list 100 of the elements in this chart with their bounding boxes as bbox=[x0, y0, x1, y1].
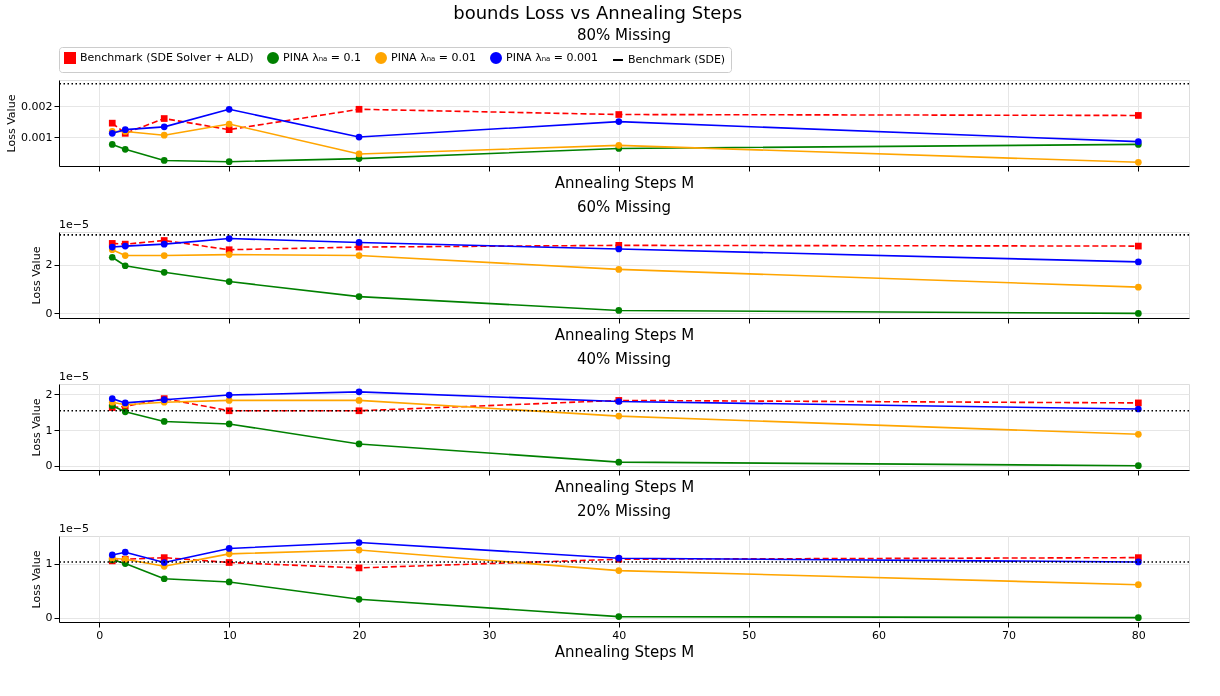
point bbox=[615, 412, 623, 420]
x-tick-label: 10 bbox=[222, 628, 237, 642]
x-axis-title: Annealing Steps M bbox=[554, 642, 695, 661]
point bbox=[160, 252, 168, 259]
point bbox=[160, 575, 168, 583]
point bbox=[1134, 462, 1142, 470]
point bbox=[1134, 158, 1142, 166]
point bbox=[225, 235, 233, 242]
legend-label: Benchmark (SDE) bbox=[628, 53, 726, 66]
point bbox=[615, 266, 623, 273]
point bbox=[160, 268, 168, 276]
point bbox=[108, 395, 116, 402]
chart-title: bounds Loss vs Annealing Steps bbox=[453, 2, 743, 23]
point bbox=[1134, 112, 1142, 119]
legend-label: Benchmark (SDE Solver + ALD) bbox=[80, 51, 254, 64]
point bbox=[160, 115, 168, 122]
point bbox=[225, 105, 233, 113]
point bbox=[225, 578, 233, 586]
point bbox=[121, 262, 129, 270]
point bbox=[355, 539, 363, 546]
text: 1e−5 bbox=[59, 370, 89, 383]
y-axis-title: Loss Value bbox=[29, 246, 43, 305]
point bbox=[355, 388, 363, 396]
point bbox=[1134, 310, 1142, 317]
point bbox=[108, 119, 116, 127]
y-tick-label: 0.001 bbox=[21, 130, 53, 144]
text: 1e−5 bbox=[59, 218, 89, 231]
x-axis-title: Annealing Steps M bbox=[554, 478, 695, 496]
point bbox=[355, 105, 363, 113]
point bbox=[160, 157, 168, 164]
point bbox=[108, 141, 116, 148]
point bbox=[108, 253, 116, 261]
point bbox=[1134, 581, 1142, 589]
y-tick-label: 1 bbox=[45, 557, 53, 571]
point bbox=[225, 545, 233, 552]
legend-label: PINA λₙₐ = 0.1 bbox=[283, 51, 362, 64]
point bbox=[615, 245, 623, 253]
point bbox=[1134, 283, 1142, 291]
point bbox=[615, 307, 623, 314]
point bbox=[355, 252, 363, 259]
x-tick-label: 20 bbox=[352, 628, 367, 642]
point bbox=[615, 458, 623, 466]
y-tick-label: 2 bbox=[45, 387, 53, 401]
point bbox=[355, 239, 363, 246]
chart-subtitle: 80% Missing bbox=[576, 25, 672, 44]
point bbox=[1134, 399, 1142, 407]
legend-label: PINA λₙₐ = 0.001 bbox=[506, 51, 599, 64]
point bbox=[615, 567, 623, 574]
point bbox=[355, 595, 363, 603]
x-tick-label: 50 bbox=[742, 628, 757, 642]
point bbox=[121, 252, 129, 259]
point bbox=[355, 293, 363, 300]
y-tick-label: 1 bbox=[45, 423, 53, 437]
x-tick-label: 0 bbox=[96, 628, 104, 642]
y-tick-label: 0 bbox=[45, 611, 53, 625]
y-tick-label: 0 bbox=[45, 459, 53, 473]
y-tick-label: 0.002 bbox=[21, 99, 53, 113]
x-axis-title: Annealing Steps M bbox=[554, 174, 695, 192]
text: 1e−5 bbox=[59, 522, 89, 535]
point bbox=[1134, 405, 1142, 413]
point bbox=[355, 397, 363, 404]
x-tick-label: 60 bbox=[872, 628, 887, 642]
point bbox=[615, 111, 623, 118]
y-axis-title: Loss Value bbox=[29, 398, 43, 457]
point bbox=[1134, 430, 1142, 438]
chart-subtitle: 20% Missing bbox=[576, 502, 672, 520]
y-axis-title: Loss Value bbox=[5, 94, 19, 153]
x-tick-label: 30 bbox=[482, 628, 497, 642]
point bbox=[160, 123, 168, 131]
point bbox=[121, 146, 129, 153]
x-tick-label: 70 bbox=[1001, 628, 1016, 642]
y-axis-title: Loss Value bbox=[29, 550, 43, 609]
point bbox=[1134, 614, 1142, 622]
x-tick-label: 80 bbox=[1131, 628, 1146, 642]
point bbox=[225, 391, 233, 399]
y-tick-label: 0 bbox=[45, 306, 53, 320]
point bbox=[121, 548, 129, 556]
point bbox=[225, 559, 233, 566]
point bbox=[225, 158, 233, 166]
chart-subtitle: 60% Missing bbox=[576, 198, 672, 216]
point bbox=[615, 613, 623, 620]
point bbox=[160, 240, 168, 248]
point bbox=[615, 118, 623, 125]
point bbox=[160, 131, 168, 139]
point bbox=[225, 407, 233, 415]
point bbox=[225, 120, 233, 128]
x-axis-title: Annealing Steps M bbox=[554, 326, 695, 344]
point bbox=[225, 251, 233, 258]
y-tick-label: 2 bbox=[45, 258, 53, 272]
point bbox=[1134, 242, 1142, 250]
chart-subtitle: 40% Missing bbox=[576, 350, 672, 368]
point bbox=[225, 397, 233, 404]
point bbox=[225, 420, 233, 428]
x-tick-label: 40 bbox=[612, 628, 627, 642]
point bbox=[225, 278, 233, 285]
point bbox=[160, 559, 168, 566]
point bbox=[355, 150, 363, 158]
point bbox=[355, 546, 363, 554]
point bbox=[1134, 258, 1142, 266]
legend-label: PINA λₙₐ = 0.01 bbox=[391, 51, 477, 64]
